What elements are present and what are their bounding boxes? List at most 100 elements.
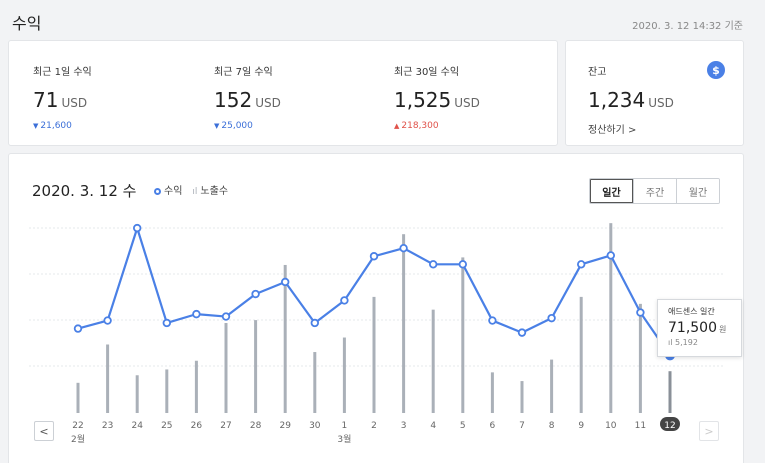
x-tick-label: 24 [131, 421, 143, 431]
month-label: 3월 [337, 433, 351, 445]
tab-monthly[interactable]: 월간 [676, 179, 719, 203]
revenue-point [429, 260, 438, 269]
x-tick-label: 7 [519, 421, 525, 431]
x-tick-label: 5 [460, 421, 466, 431]
impressions-bar [313, 352, 317, 413]
x-tick-label: 6 [490, 421, 496, 431]
impressions-bar [550, 359, 554, 413]
impressions-bar [431, 309, 435, 413]
revenue-point [340, 296, 349, 305]
tab-daily[interactable]: 일간 [590, 179, 633, 203]
stat-30day: 최근 30일 수익 1,525 USD ▲ 218,300 [394, 63, 480, 131]
stat-label: 최근 30일 수익 [394, 67, 460, 78]
chart-tooltip: 애드센스 일간 71,500 원 ıl 5,192 [657, 299, 742, 357]
arrow-down-icon: ▼ [33, 122, 39, 130]
revenue-point [281, 277, 290, 287]
balance-value: 1,234 USD [588, 88, 674, 112]
chart-legend: 수익 ıl 노출수 [154, 182, 228, 197]
impressions-bar [520, 381, 524, 413]
impressions-bar [609, 223, 613, 413]
next-button[interactable]: > [699, 421, 719, 441]
tab-weekly[interactable]: 주간 [633, 179, 676, 203]
impressions-bar [224, 323, 228, 413]
x-tick-label: 30 [309, 421, 321, 431]
legend-item-impressions: ıl 노출수 [192, 186, 229, 197]
revenue-point [458, 260, 467, 269]
stat-label: 최근 1일 수익 [33, 67, 92, 78]
x-tick-label: 26 [191, 421, 203, 431]
x-tick-label: 27 [220, 421, 231, 431]
impressions-bar [342, 337, 346, 413]
chart-date: 2020. 3. 12 수 [32, 182, 137, 200]
revenue-point [73, 324, 83, 333]
revenue-point [547, 313, 556, 323]
revenue-point [310, 318, 319, 328]
x-tick-label: 23 [102, 421, 113, 431]
summary-card: 최근 1일 수익 71 USD ▼ 21,600 최근 7일 수익 152 USD ▼… [8, 40, 558, 146]
revenue-point [369, 252, 379, 261]
stat-delta: ▲ 218,300 [394, 121, 439, 131]
impressions-bar [579, 296, 583, 413]
prev-button[interactable]: < [34, 421, 54, 441]
stat-label: 최근 7일 수익 [214, 67, 273, 78]
x-tick-label: 2 [371, 421, 377, 431]
x-tick-label: 1 [342, 421, 348, 431]
x-tick-label: 4 [430, 421, 436, 431]
impressions-bar [194, 360, 198, 413]
impressions-bar [668, 371, 672, 413]
revenue-point [162, 318, 171, 328]
impressions-bar [76, 382, 80, 413]
revenue-point [636, 308, 645, 317]
arrow-down-icon: ▼ [214, 122, 220, 130]
impressions-bar [461, 257, 465, 413]
selected-day-badge [660, 417, 680, 431]
x-tick-label: 9 [578, 421, 584, 431]
stat-7day: 최근 7일 수익 152 USD ▼ 25,000 [214, 63, 281, 131]
impressions-bar [372, 296, 376, 413]
period-tabs: 일간 주간 월간 [589, 178, 720, 204]
impressions-bar [402, 234, 406, 413]
revenue-point [399, 244, 408, 253]
x-tick-label: 25 [161, 421, 172, 431]
bar-marker-icon: ıl [668, 338, 675, 347]
balance-card: 잔고 1,234 USD 정산하기 > $ [565, 40, 744, 146]
x-tick-label: 12 [664, 421, 675, 431]
impressions-bar [135, 375, 139, 413]
impressions-bar [490, 372, 494, 413]
line-marker-icon [154, 187, 161, 195]
impressions-bar [254, 320, 258, 413]
x-tick-label: 22 [72, 421, 83, 431]
impressions-bar [638, 303, 642, 413]
tooltip-title: 애드센스 일간 [668, 307, 715, 316]
x-tick-label: 8 [549, 421, 555, 431]
stat-delta: ▼ 25,000 [214, 121, 253, 131]
impressions-bar [165, 369, 169, 413]
stat-delta: ▼ 21,600 [33, 121, 72, 131]
stat-1day: 최근 1일 수익 71 USD ▼ 21,600 [33, 63, 92, 131]
revenue-point [103, 316, 112, 325]
tooltip-sub: ıl 5,192 [668, 338, 698, 347]
revenue-point [517, 328, 527, 337]
balance-stat: 잔고 1,234 USD 정산하기 > [588, 63, 674, 136]
stat-value: 152 USD [214, 88, 281, 112]
revenue-point [192, 309, 201, 319]
arrow-up-icon: ▲ [394, 122, 400, 130]
x-tick-label: 28 [250, 421, 262, 431]
stat-value: 1,525 USD [394, 88, 480, 112]
settle-link[interactable]: 정산하기 > [588, 125, 637, 136]
x-tick-label: 11 [635, 421, 646, 431]
bar-marker-icon: ıl [192, 187, 198, 197]
impressions-bar [106, 344, 110, 413]
month-label: 2월 [71, 433, 85, 445]
revenue-point [577, 260, 586, 269]
timestamp: 2020. 3. 12 14:32 기준 [632, 21, 743, 32]
chart-card: 2020. 3. 12 수 수익 ıl 노출수 일간 주간 월간 22 23 24 25… [8, 153, 744, 463]
x-tick-label: 3 [401, 421, 407, 431]
revenue-point [606, 251, 615, 260]
x-tick-label: 10 [605, 421, 617, 431]
revenue-point [221, 312, 231, 321]
legend-item-revenue: 수익 [154, 182, 182, 197]
revenue-point [488, 316, 497, 325]
revenue-point [132, 223, 142, 233]
